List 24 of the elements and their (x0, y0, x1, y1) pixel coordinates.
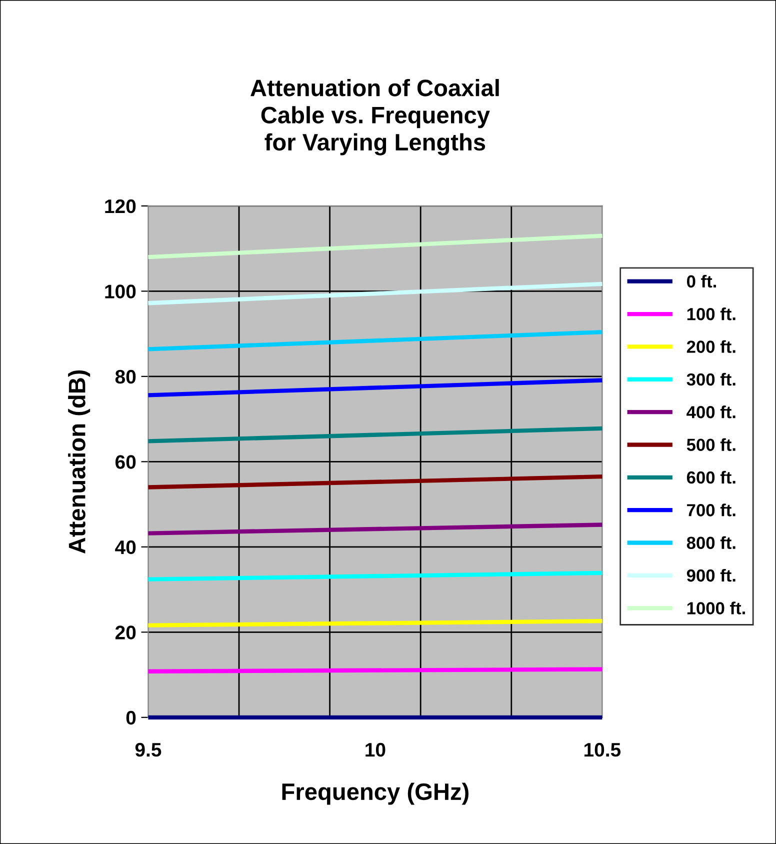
legend-label: 600 ft. (686, 470, 736, 484)
y-tick-label: 60 (115, 455, 136, 469)
x-tick-label: 10.5 (584, 742, 621, 757)
x-axis-title: Frequency (GHz) (282, 782, 468, 805)
x-tick-label: 9.5 (135, 742, 162, 757)
y-tick-label: 80 (115, 370, 136, 384)
legend-label: 0 ft. (686, 274, 716, 288)
legend-label: 100 ft. (687, 308, 736, 320)
y-tick-label: 0 (126, 710, 136, 725)
legend-label: 500 ft. (686, 438, 736, 451)
legend-label: 800 ft. (686, 536, 736, 550)
y-tick-label: 120 (105, 199, 136, 214)
y-tick-label: 40 (115, 540, 136, 554)
chart-title: Attenuation of Coaxial Cable vs. Frequency for Varying Lengths (250, 78, 499, 156)
y-tick-label: 100 (105, 284, 136, 298)
legend-label: 400 ft. (686, 406, 736, 418)
y-tick-label: 20 (115, 626, 136, 640)
legend-label: 300 ft. (686, 372, 736, 386)
legend-label: 900 ft. (686, 568, 736, 582)
legend-label: 200 ft. (686, 340, 736, 353)
x-tick-label: 10 (366, 742, 386, 757)
y-axis-title: Attenuation (dB) (68, 370, 90, 554)
legend-label: 700 ft. (687, 504, 736, 516)
legend-label: 1000 ft. (687, 602, 745, 614)
